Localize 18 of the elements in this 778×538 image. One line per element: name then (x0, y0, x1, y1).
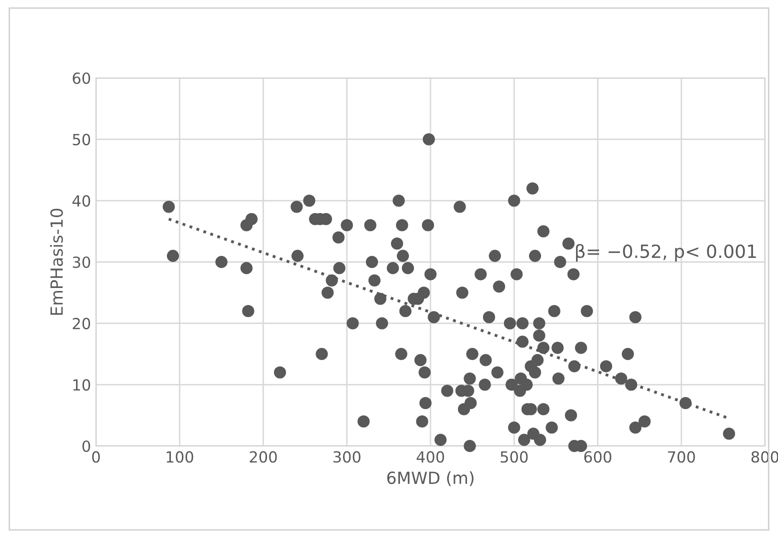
x-tick-label: 200 (250, 451, 277, 463)
y-tick-label: 50 (72, 134, 90, 146)
y-tick-label: 10 (73, 379, 90, 391)
x-tick-label: 400 (416, 451, 444, 463)
y-tick-label: 0 (82, 440, 90, 452)
y-axis-title: EmPHasis-10 (50, 208, 63, 315)
x-tick-label: 600 (584, 451, 612, 463)
x-tick-label: 0 (92, 451, 100, 463)
x-axis-title: 6MWD (m) (387, 471, 474, 486)
x-tick-label: 700 (668, 451, 695, 463)
x-tick-label: 300 (333, 451, 360, 463)
y-tick-label: 60 (72, 72, 90, 84)
x-tick-label: 100 (166, 451, 194, 463)
y-tick-label: 20 (72, 318, 90, 330)
x-tick-label: 500 (500, 451, 528, 463)
y-tick-label: 30 (72, 256, 90, 268)
y-tick-label: 40 (72, 195, 90, 207)
annotation: β= −0.52, p< 0.001 (576, 244, 756, 262)
